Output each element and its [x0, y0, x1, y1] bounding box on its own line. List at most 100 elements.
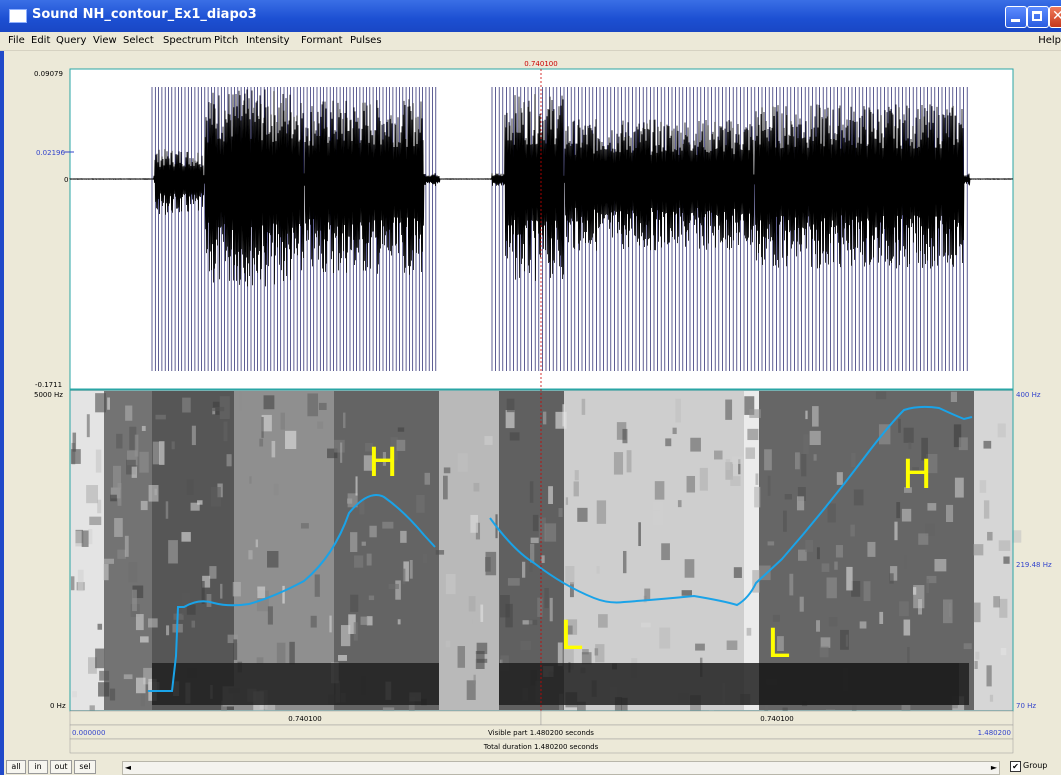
spectrogram-texture — [983, 440, 992, 449]
spec-y-top-label: 5000 Hz — [34, 391, 63, 399]
spectrogram-texture — [152, 441, 160, 465]
spectrogram-texture — [72, 432, 77, 452]
zoom-out-button[interactable]: out — [50, 760, 72, 774]
spectrogram-texture — [77, 569, 84, 592]
spectrogram-texture — [767, 475, 771, 496]
spectrogram-texture — [958, 437, 968, 451]
time-scrollbar[interactable]: ◄ ► — [122, 761, 1000, 775]
spectrogram-texture — [408, 696, 415, 715]
spectrogram-texture — [758, 565, 771, 581]
spectrogram-texture — [468, 596, 476, 612]
spectrogram-texture — [614, 697, 623, 718]
spectrogram-texture — [828, 617, 838, 627]
spectrogram-texture — [725, 462, 733, 480]
spectrogram-texture — [317, 421, 324, 429]
spectrogram-texture — [366, 553, 372, 566]
spectrogram-texture — [730, 476, 741, 487]
spectrogram-texture — [355, 476, 358, 496]
spectrogram-texture — [300, 523, 309, 529]
spectrogram-texture — [889, 573, 894, 584]
spectrogram-texture — [626, 450, 632, 473]
spectrogram-texture — [952, 696, 965, 716]
zoom-in-button[interactable]: in — [28, 760, 48, 774]
spectrogram-texture — [973, 602, 981, 623]
spectrogram-texture — [409, 559, 413, 579]
zoom-sel-button[interactable]: sel — [74, 760, 96, 774]
spectrogram-texture — [659, 627, 671, 649]
spectrogram-texture — [622, 550, 627, 574]
spectrogram-texture — [616, 422, 627, 440]
spectrogram-texture — [621, 697, 628, 722]
menu-edit[interactable]: Edit — [31, 35, 51, 46]
spectrogram-texture — [206, 593, 212, 607]
spectrogram-texture — [329, 615, 332, 633]
spectrogram-texture — [640, 622, 651, 628]
sound-editor-canvas[interactable]: 0.09079 0.02196 0 -0.1711 5000 Hz 0 Hz 4… — [4, 51, 1061, 759]
menu-spectrum[interactable]: Spectrum — [163, 35, 212, 46]
spectrogram-texture — [261, 414, 272, 432]
spectrogram-texture — [182, 397, 191, 413]
spectrogram-texture — [789, 573, 794, 596]
spectrogram-band — [564, 391, 744, 710]
spectrogram-texture — [443, 475, 448, 500]
menu-help[interactable]: Help — [1038, 35, 1061, 46]
spectrogram-texture — [738, 459, 741, 475]
total-duration-bar[interactable] — [69, 738, 1014, 754]
spectrogram-texture — [282, 585, 285, 604]
spectrogram-texture — [912, 467, 920, 472]
group-label: Group — [1023, 761, 1048, 770]
spectrogram-texture — [129, 426, 137, 450]
scroll-left-icon[interactable]: ◄ — [124, 763, 132, 772]
spectrogram-texture — [382, 521, 394, 529]
scroll-right-icon[interactable]: ► — [990, 763, 998, 772]
menu-select[interactable]: Select — [123, 35, 154, 46]
maximize-button[interactable] — [1027, 6, 1049, 28]
spectrogram-texture — [117, 549, 127, 559]
spectrogram-texture — [400, 530, 407, 543]
spectrogram-texture — [361, 541, 366, 546]
spectrogram-texture — [338, 655, 348, 661]
spectrogram-texture — [259, 438, 264, 447]
spectrogram-texture — [654, 481, 665, 500]
menu-view[interactable]: View — [93, 35, 117, 46]
spectrogram-texture — [820, 637, 831, 648]
menu-formant[interactable]: Formant — [301, 35, 343, 46]
pitch-mid-label: 219.48 Hz — [1016, 561, 1052, 569]
spectrogram-texture — [1000, 647, 1007, 656]
spectrogram-texture — [744, 396, 755, 415]
spectrogram-texture — [904, 487, 912, 493]
menu-file[interactable]: File — [8, 35, 25, 46]
spectrogram-texture — [987, 531, 993, 541]
tone-label-l2: L — [767, 621, 790, 667]
zoom-all-button[interactable]: all — [6, 760, 26, 774]
spectrogram-texture — [746, 627, 752, 636]
menu-pulses[interactable]: Pulses — [350, 35, 382, 46]
spectrogram-texture — [979, 480, 987, 493]
spectrogram-texture — [422, 553, 428, 564]
spectrogram-texture — [424, 472, 430, 485]
spectrogram-texture — [473, 482, 480, 492]
spectrogram-texture — [359, 500, 365, 515]
spectrogram-texture — [390, 437, 398, 461]
spectrogram-texture — [599, 474, 604, 483]
spectrogram-texture — [139, 451, 149, 473]
spectrogram-texture — [131, 466, 137, 478]
spectrogram-texture — [267, 550, 279, 568]
spectrogram-texture — [103, 558, 115, 564]
spectrogram-texture — [903, 554, 908, 570]
spectrogram-texture — [665, 438, 672, 447]
spectrogram-texture — [821, 563, 830, 572]
menu-pitch[interactable]: Pitch — [214, 35, 239, 46]
group-checkbox[interactable]: ✔ — [1010, 761, 1021, 772]
spectrogram-texture — [836, 472, 843, 485]
spectrogram-band — [759, 391, 974, 710]
minimize-button[interactable] — [1005, 6, 1027, 28]
menu-intensity[interactable]: Intensity — [246, 35, 290, 46]
menu-query[interactable]: Query — [56, 35, 87, 46]
spectrogram-texture — [819, 646, 829, 658]
pitch-contour — [148, 494, 436, 692]
spectrogram-texture — [803, 434, 809, 455]
spectrogram-texture — [86, 414, 90, 438]
close-button[interactable]: ✕ — [1049, 6, 1061, 28]
spectrogram-texture — [975, 651, 980, 660]
